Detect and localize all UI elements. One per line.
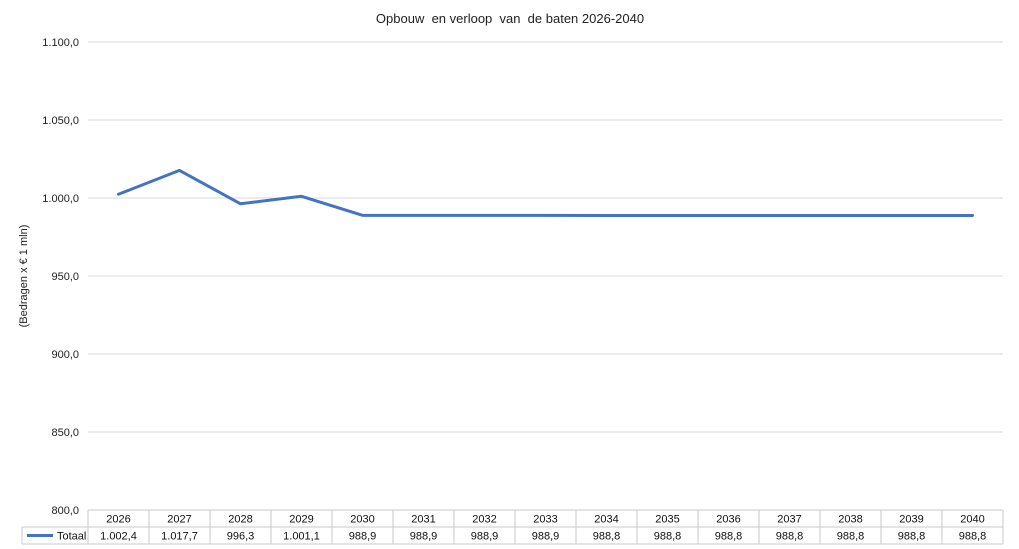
x-category-label: 2040 [960, 514, 984, 526]
data-table: 2026 2027 2028 2029 2030 2031 2032 2033 2034 2035… [21, 509, 1004, 545]
table-value: 988,8 [715, 531, 743, 543]
gridlines [88, 41, 1003, 433]
table-value: 988,8 [654, 531, 682, 543]
table-value: 988,8 [959, 531, 987, 543]
x-category-label: 2028 [228, 514, 252, 526]
x-category-label: 2032 [472, 514, 496, 526]
x-category-label: 2027 [167, 514, 191, 526]
x-category-label: 2036 [716, 514, 740, 526]
x-category-label: 2026 [106, 514, 130, 526]
x-category-label: 2033 [533, 514, 557, 526]
x-category-label: 2038 [838, 514, 862, 526]
table-value: 988,8 [593, 531, 621, 543]
table-value: 996,3 [227, 531, 255, 543]
table-value: 1.001,1 [283, 531, 320, 543]
series-lines [117, 168, 974, 217]
y-axis-ticks: 800,0 850,0 900,0 950,0 1.000,0 1.050,0 1.100,… [42, 37, 79, 517]
y-tick-label: 1.000,0 [42, 193, 79, 205]
table-value: 988,9 [410, 531, 438, 543]
legend-series-name: Totaal [57, 531, 86, 543]
table-value: 988,8 [837, 531, 865, 543]
series-line [117, 168, 974, 217]
table-value: 1.017,7 [161, 531, 198, 543]
y-tick-label: 950,0 [51, 271, 79, 283]
y-tick-label: 800,0 [51, 505, 79, 517]
table-value: 1.002,4 [100, 531, 137, 543]
y-tick-label: 900,0 [51, 349, 79, 361]
x-category-label: 2037 [777, 514, 801, 526]
y-tick-label: 1.100,0 [42, 37, 79, 49]
y-axis-label: (Bedragen x € 1 mln) [18, 225, 30, 328]
x-category-label: 2030 [350, 514, 374, 526]
table-value: 988,8 [776, 531, 804, 543]
table-value: 988,9 [349, 531, 377, 543]
y-tick-label: 1.050,0 [42, 115, 79, 127]
x-category-label: 2039 [899, 514, 923, 526]
x-category-label: 2031 [411, 514, 435, 526]
x-category-label: 2035 [655, 514, 679, 526]
table-value: 988,9 [471, 531, 499, 543]
y-tick-label: 850,0 [51, 427, 79, 439]
x-category-label: 2029 [289, 514, 313, 526]
table-value: 988,9 [532, 531, 560, 543]
x-category-label: 2034 [594, 514, 618, 526]
table-value: 988,8 [898, 531, 926, 543]
chart-title: Opbouw en verloop van de baten 2026-2040 [376, 11, 644, 26]
